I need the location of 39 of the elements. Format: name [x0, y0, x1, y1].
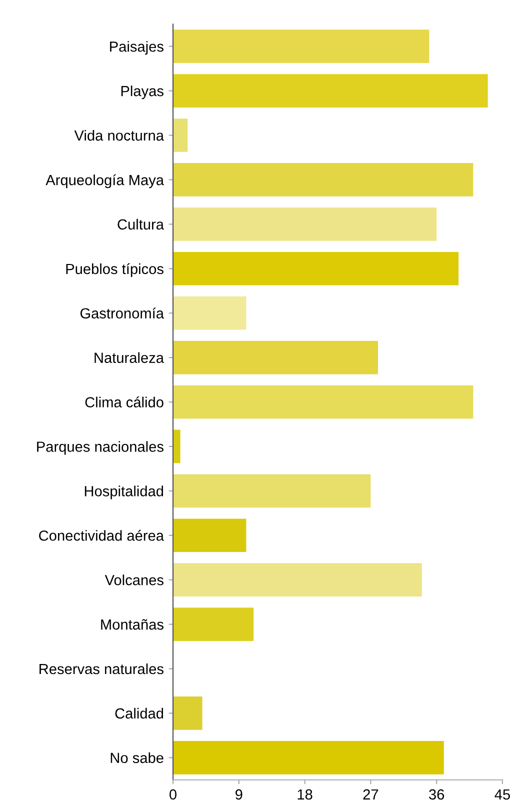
y-tick-label: Paisajes: [110, 41, 164, 55]
bar: [173, 340, 378, 374]
y-tick-label: Calidad: [115, 708, 164, 719]
y-tick-label: Arqueología Maya: [46, 174, 164, 188]
bar: [173, 163, 474, 196]
bar: [173, 208, 437, 241]
bar: [173, 696, 202, 730]
bar: [173, 563, 422, 596]
bar: [173, 118, 188, 152]
y-tick-label: Vida nocturna: [74, 130, 164, 141]
x-tick-label: 27: [363, 789, 378, 800]
bar: [173, 740, 444, 774]
bar: [173, 608, 254, 641]
y-tick-label: Pueblos típicos: [66, 263, 164, 278]
y-tick-label: Parques nacionales: [37, 441, 164, 455]
y-tick-label: No sabe: [110, 752, 164, 764]
y-tick-label: Cultura: [118, 218, 164, 230]
x-tick-label: 9: [236, 789, 242, 800]
bar: [173, 430, 180, 464]
y-tick-label: Hospitalidad: [84, 486, 164, 500]
y-tick-label: Gastronomía: [80, 308, 164, 319]
bar: [173, 518, 246, 552]
y-tick-label: Naturaleza: [94, 352, 164, 363]
y-tick-label: Clima cálido: [85, 396, 164, 408]
x-tick-label: 45: [494, 789, 510, 800]
y-tick-label: Volcanes: [104, 574, 164, 586]
bar: [173, 30, 430, 64]
y-tick-label: Reservas naturales: [40, 663, 164, 674]
bar: [173, 474, 371, 508]
y-tick-label: Conectividad aérea: [39, 530, 164, 541]
y-tick-label: Montañas: [101, 619, 164, 630]
bar: [173, 385, 474, 419]
y-tick-label: Playas: [121, 86, 164, 100]
bar: [173, 252, 459, 286]
x-tick-label: 36: [429, 789, 444, 800]
x-tick-label: 0: [170, 789, 176, 800]
bar: [173, 74, 488, 108]
bar: [173, 296, 246, 330]
x-tick-label: 18: [298, 789, 312, 800]
